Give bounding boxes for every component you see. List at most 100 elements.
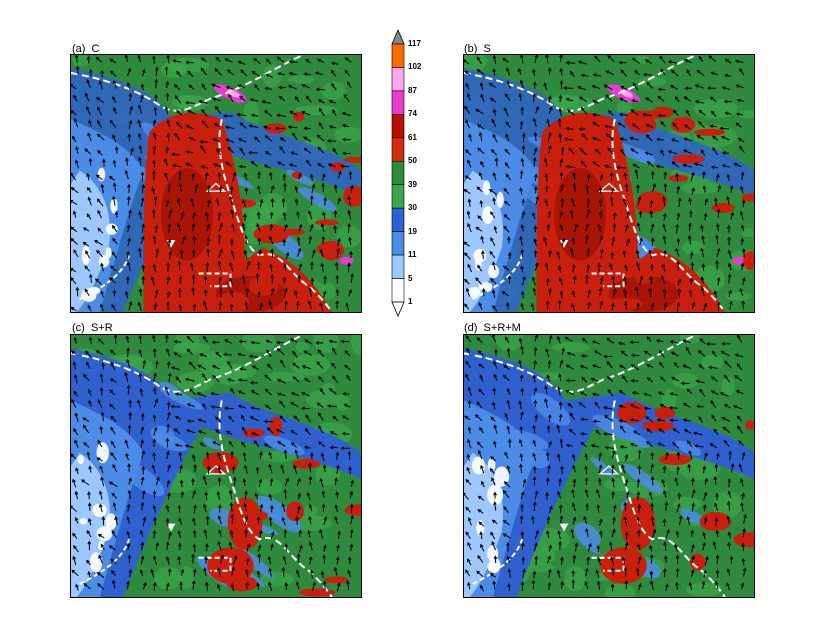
wind-speed-patch-blue — [592, 414, 642, 441]
wind-arrow — [710, 165, 719, 170]
wind-arrow — [202, 475, 207, 485]
wind-arrow — [172, 59, 181, 63]
wind-arrow — [548, 568, 552, 578]
wind-arrow — [613, 504, 617, 513]
wind-arrow — [740, 478, 744, 487]
wind-arrow — [86, 186, 92, 193]
wind-arrow — [212, 97, 221, 102]
wind-arrow — [166, 401, 171, 410]
wind-arrow — [269, 263, 273, 273]
wind-arrow — [80, 479, 90, 486]
wind-speed-patch-white — [79, 518, 88, 525]
wind-arrow — [240, 414, 246, 422]
wind-speed-patch-green — [336, 225, 361, 248]
wind-arrow — [558, 94, 563, 102]
wind-arrow — [137, 301, 142, 311]
wind-arrow — [284, 477, 289, 487]
wind-arrow — [580, 160, 588, 168]
wind-arrow — [155, 476, 160, 486]
wind-arrow — [284, 582, 289, 591]
wind-arrow — [176, 109, 183, 116]
wind-arrow — [283, 449, 288, 459]
wind-arrow — [71, 453, 77, 460]
wind-arrow — [597, 262, 601, 273]
wind-arrow — [244, 301, 249, 310]
wind-arrow — [164, 172, 169, 181]
wind-arrow — [242, 478, 247, 486]
wind-arrow — [95, 56, 103, 63]
wind-arrow — [97, 533, 105, 539]
wind-arrow — [166, 423, 171, 433]
wind-arrow — [649, 570, 654, 579]
wind-arrow — [203, 275, 208, 284]
wind-map-c — [71, 335, 361, 597]
wind-arrow — [684, 59, 693, 64]
wind-arrow — [492, 401, 496, 410]
wind-arrow — [112, 502, 117, 511]
wind-arrow — [152, 55, 156, 64]
wind-arrow — [188, 361, 196, 370]
wind-arrow — [479, 374, 484, 382]
wind-arrow — [548, 249, 552, 258]
wind-arrow — [623, 501, 628, 512]
wind-arrow — [667, 150, 678, 155]
wind-arrow — [191, 274, 196, 285]
wind-arrow — [532, 570, 537, 579]
wind-arrow — [335, 274, 340, 284]
wind-arrow — [592, 122, 600, 127]
wind-arrow — [520, 531, 525, 539]
wind-arrow — [675, 567, 680, 578]
wind-arrow — [729, 555, 734, 564]
wind-arrow — [492, 172, 497, 181]
wind-arrow — [646, 336, 652, 342]
wind-arrow — [153, 302, 158, 311]
wind-arrow — [547, 555, 551, 564]
wind-arrow — [304, 339, 313, 345]
wind-arrow — [295, 300, 300, 310]
wind-arrow — [630, 404, 640, 410]
colorbar-tick-label: 19 — [408, 226, 417, 236]
wind-arrow — [519, 170, 524, 179]
wind-arrow — [167, 238, 172, 247]
wind-arrow — [478, 302, 483, 310]
wind-arrow — [565, 389, 574, 396]
wind-arrow — [727, 541, 731, 550]
colorbar-segment — [391, 231, 405, 256]
wind-arrow — [630, 148, 639, 155]
wind-arrow — [476, 441, 484, 449]
wind-arrow — [714, 580, 719, 590]
wind-arrow — [507, 438, 512, 448]
wind-speed-patch-white — [472, 456, 485, 475]
wind-arrow — [269, 477, 274, 487]
wind-speed-patch-red — [672, 154, 705, 164]
wind-arrow — [534, 55, 539, 64]
wind-arrow — [177, 197, 181, 208]
wind-arrow — [585, 209, 591, 219]
wind-arrow — [650, 476, 655, 486]
wind-arrow — [571, 502, 576, 512]
wind-arrow — [621, 464, 626, 474]
wind-arrow — [297, 247, 302, 257]
wind-arrow — [250, 160, 259, 167]
wind-arrow — [580, 73, 589, 78]
wind-arrow — [187, 70, 194, 77]
wind-arrow — [142, 516, 147, 527]
wind-arrow — [185, 429, 196, 434]
wind-arrow — [85, 350, 91, 358]
wind-arrow — [305, 95, 312, 103]
wind-arrow — [174, 132, 181, 141]
wind-arrow — [128, 477, 132, 485]
wind-arrow — [87, 304, 92, 312]
wind-arrow — [125, 335, 130, 343]
wind-arrow — [347, 556, 352, 565]
wind-arrow — [604, 445, 614, 450]
wind-arrow — [230, 450, 234, 460]
wind-arrow — [584, 465, 588, 474]
wind-arrow — [270, 248, 275, 259]
wind-arrow — [320, 222, 325, 232]
wind-arrow — [86, 530, 92, 538]
wind-arrow — [492, 580, 497, 590]
wind-arrow — [350, 184, 354, 193]
wind-arrow — [84, 92, 90, 102]
wind-arrow — [210, 391, 219, 396]
